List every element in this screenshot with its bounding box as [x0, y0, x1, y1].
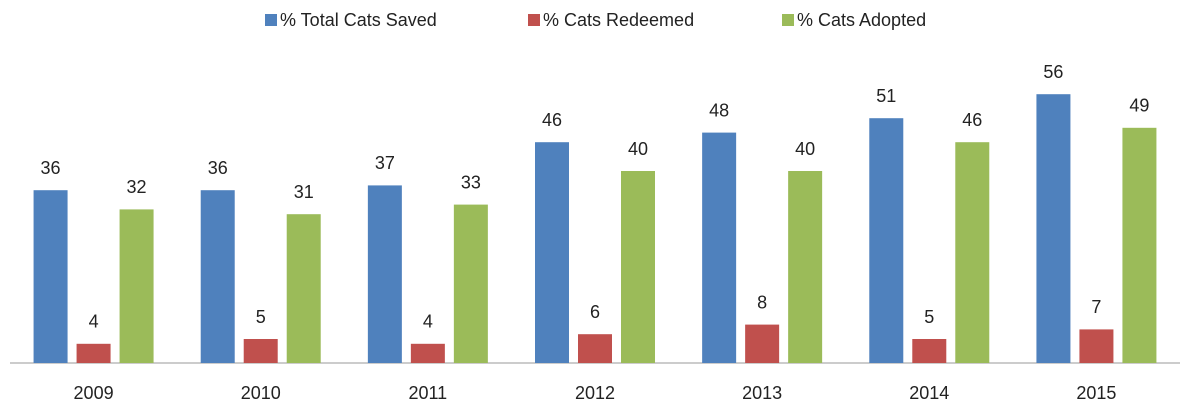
- x-tick-label: 2012: [575, 383, 615, 403]
- x-tick-label: 2015: [1076, 383, 1116, 403]
- data-label: 49: [1129, 96, 1149, 116]
- data-label: 36: [41, 158, 61, 178]
- data-label: 46: [962, 110, 982, 130]
- bar: [243, 339, 278, 363]
- data-label: 8: [757, 292, 767, 312]
- data-label: 51: [876, 86, 896, 106]
- data-label: 40: [628, 139, 648, 159]
- bar: [1079, 329, 1114, 363]
- bar: [1036, 94, 1071, 363]
- data-label: 46: [542, 110, 562, 130]
- data-label: 36: [208, 158, 228, 178]
- x-tick-label: 2009: [74, 383, 114, 403]
- x-tick-label: 2010: [241, 383, 281, 403]
- data-label: 7: [1091, 297, 1101, 317]
- legend-label: % Cats Redeemed: [543, 10, 694, 30]
- bar: [578, 334, 612, 363]
- data-label: 56: [1043, 62, 1063, 82]
- bar: [453, 204, 488, 363]
- data-label: 32: [127, 177, 147, 197]
- legend-label: % Total Cats Saved: [280, 10, 437, 30]
- bar: [1122, 127, 1157, 363]
- data-label: 4: [423, 312, 433, 332]
- x-tick-label: 2014: [909, 383, 949, 403]
- data-label: 6: [590, 302, 600, 322]
- legend-swatch: [528, 14, 540, 26]
- data-label: 40: [795, 139, 815, 159]
- bar: [869, 118, 904, 363]
- bar: [535, 142, 569, 363]
- legend-label: % Cats Adopted: [797, 10, 926, 30]
- data-label: 31: [294, 182, 314, 202]
- data-label: 5: [924, 307, 934, 327]
- bar: [367, 185, 402, 363]
- data-label: 37: [375, 153, 395, 173]
- legend-swatch: [782, 14, 794, 26]
- bar: [33, 190, 68, 363]
- bar: [788, 171, 823, 363]
- bar: [912, 339, 947, 363]
- legend-swatch: [265, 14, 277, 26]
- bar: [76, 343, 111, 363]
- data-label: 5: [256, 307, 266, 327]
- data-label: 48: [709, 100, 729, 120]
- x-tick-label: 2011: [408, 383, 447, 403]
- bar: [119, 209, 154, 363]
- data-label: 33: [461, 172, 481, 192]
- bar: [286, 214, 321, 363]
- data-label: 4: [89, 312, 99, 332]
- x-tick-label: 2013: [742, 383, 782, 403]
- bar: [955, 142, 990, 363]
- bar: [745, 324, 780, 363]
- bar: [621, 171, 655, 363]
- bar: [200, 190, 235, 363]
- bar: [410, 343, 445, 363]
- bar: [702, 132, 737, 363]
